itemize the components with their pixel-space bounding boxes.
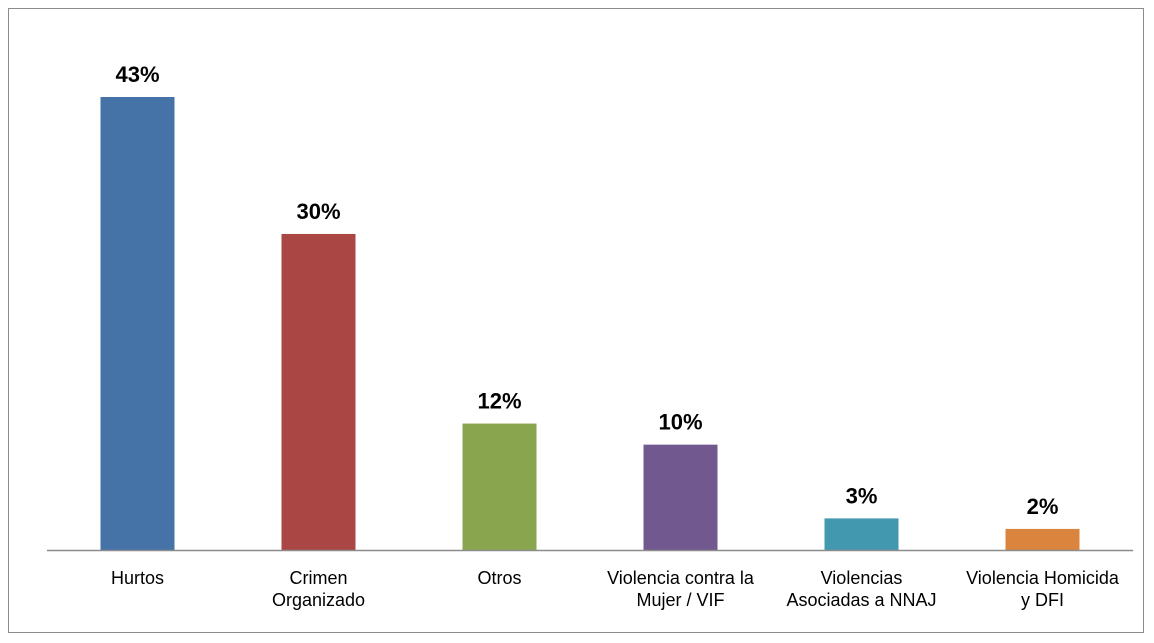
value-label-2: 12%: [477, 389, 521, 414]
category-label-line: Hurtos: [111, 568, 164, 588]
category-label-4: Violencias Asociadas a NNAJ: [786, 568, 936, 610]
category-label-line: Asociadas a NNAJ: [786, 590, 936, 610]
value-labels-group: 43% 30% 12% 10% 3% 2%: [115, 62, 1058, 519]
value-label-5: 2%: [1027, 494, 1059, 519]
category-label-line: Violencia Homicida: [966, 568, 1120, 588]
chart-frame: [8, 8, 1144, 633]
category-label-line: Mujer / VIF: [636, 590, 724, 610]
bar-4: [824, 518, 899, 550]
category-label-line: Otros: [477, 568, 521, 588]
bar-5: [1005, 528, 1080, 550]
bar-2: [462, 423, 537, 550]
category-label-line: Organizado: [272, 590, 365, 610]
value-label-4: 3%: [846, 483, 878, 508]
category-label-0: Hurtos: [111, 568, 164, 588]
category-label-line: Violencias: [821, 568, 903, 588]
bar-3: [643, 444, 718, 550]
value-label-1: 30%: [296, 199, 340, 224]
bar-0: [100, 97, 175, 550]
value-label-0: 43%: [115, 62, 159, 87]
value-label-3: 10%: [658, 410, 702, 435]
bars-group: [100, 97, 1080, 550]
bar-1: [281, 233, 356, 550]
category-label-line: Violencia contra la: [607, 568, 755, 588]
category-label-1: Crimen Organizado: [272, 568, 365, 610]
category-labels-group: Hurtos Crimen Organizado Otros Violencia con…: [111, 568, 1120, 610]
category-label-5: Violencia Homicida y DFI: [966, 568, 1120, 610]
category-label-line: Crimen: [289, 568, 347, 588]
category-label-2: Otros: [477, 568, 521, 588]
category-label-3: Violencia contra la Mujer / VIF: [607, 568, 755, 610]
category-label-line: y DFI: [1021, 590, 1064, 610]
